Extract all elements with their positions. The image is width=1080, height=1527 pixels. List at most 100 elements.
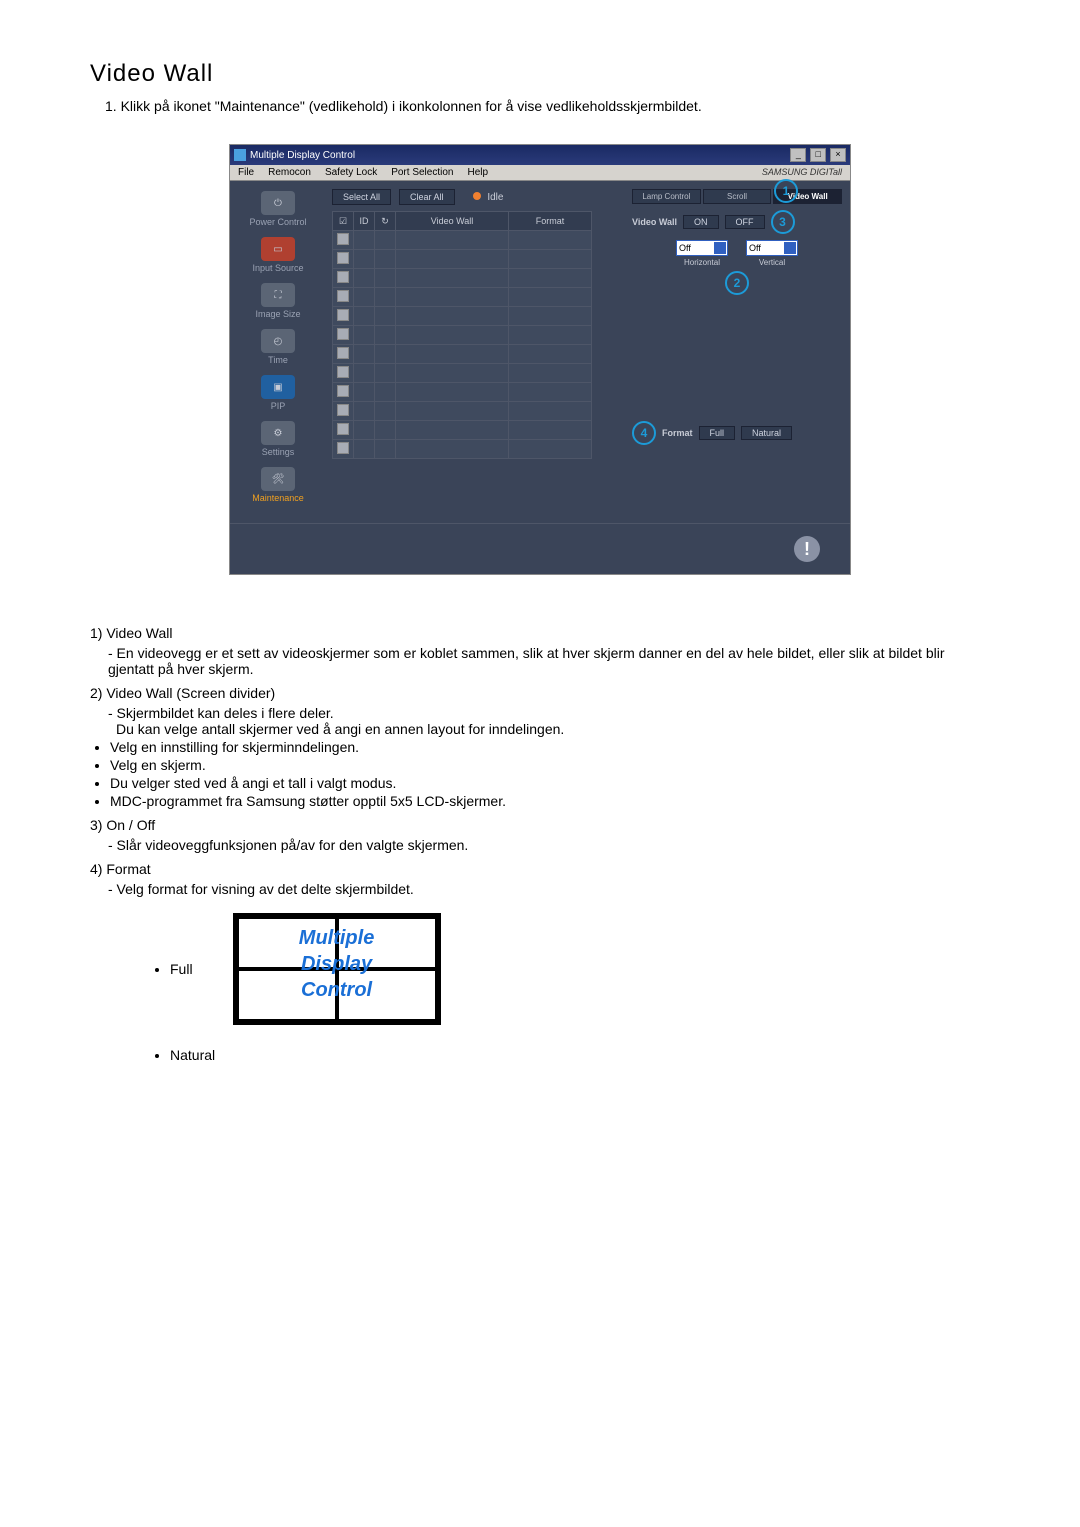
- callout-3: 3: [771, 210, 795, 234]
- close-button[interactable]: ×: [830, 148, 846, 162]
- sidebar-label-pip: PIP: [234, 401, 322, 411]
- s4-p1: - Velg format for visning av det delte s…: [108, 881, 990, 897]
- sidebar-label-power: Power Control: [234, 217, 322, 227]
- s2-b4: MDC-programmet fra Samsung støtter oppti…: [110, 793, 990, 809]
- col-videowall: Video Wall: [396, 212, 509, 231]
- sidebar-label-image: Image Size: [234, 309, 322, 319]
- table-row[interactable]: [333, 364, 592, 383]
- s1-p1: - En videovegg er et sett av videoskjerm…: [108, 645, 990, 677]
- s2-b3: Du velger sted ved å angi et tall i valg…: [110, 775, 990, 791]
- pip-icon: ▣: [261, 375, 295, 399]
- titlebar: Multiple Display Control _ □ ×: [230, 145, 850, 165]
- idle-dot-icon: [473, 192, 481, 200]
- s1-num: 1): [90, 625, 102, 641]
- table-row[interactable]: [333, 288, 592, 307]
- sidebar-label-input: Input Source: [234, 263, 322, 273]
- sidebar: ⏻ Power Control ▭ Input Source ⛶ Image S…: [230, 181, 326, 523]
- warning-icon: !: [794, 536, 820, 562]
- input-icon: ▭: [261, 237, 295, 261]
- s1-title: Video Wall: [106, 625, 172, 641]
- sidebar-item-power[interactable]: ⏻ Power Control: [234, 191, 322, 227]
- s3-num: 3): [90, 817, 102, 833]
- settings-icon: ⚙: [261, 421, 295, 445]
- idle-label: Idle: [487, 192, 503, 203]
- videowall-label: Video Wall: [632, 217, 677, 227]
- s4-title: Format: [106, 861, 150, 877]
- table-row[interactable]: [333, 250, 592, 269]
- select-all-button[interactable]: Select All: [332, 189, 391, 205]
- s2-p2: Du kan velge antall skjermer ved å angi …: [116, 721, 990, 737]
- status-bar: !: [230, 523, 850, 574]
- col-id: ID: [354, 212, 375, 231]
- menu-portselection[interactable]: Port Selection: [391, 167, 453, 178]
- horizontal-label: Horizontal: [676, 258, 728, 267]
- brand-label: SAMSUNG DIGITall: [762, 167, 842, 178]
- off-button[interactable]: OFF: [725, 215, 765, 229]
- col-refresh: ↻: [375, 212, 396, 231]
- format-full-label: Full: [170, 961, 193, 977]
- table-row[interactable]: [333, 326, 592, 345]
- intro-number: 1.: [105, 98, 117, 114]
- tab-lamp-control[interactable]: Lamp Control: [632, 189, 701, 204]
- tab-scroll[interactable]: Scroll: [703, 189, 772, 204]
- table-row[interactable]: [333, 440, 592, 459]
- s2-p1: - Skjermbildet kan deles i flere deler.: [108, 705, 990, 721]
- format-natural-label: Natural: [170, 1047, 215, 1063]
- sidebar-item-image[interactable]: ⛶ Image Size: [234, 283, 322, 319]
- sidebar-item-input[interactable]: ▭ Input Source: [234, 237, 322, 273]
- col-format: Format: [509, 212, 592, 231]
- callout-4: 4: [632, 421, 656, 445]
- intro-line: 1. Klikk på ikonet "Maintenance" (vedlik…: [105, 98, 1020, 114]
- full-button[interactable]: Full: [699, 426, 736, 440]
- table-row[interactable]: [333, 269, 592, 288]
- sidebar-item-time[interactable]: ◴ Time: [234, 329, 322, 365]
- app-window: Multiple Display Control _ □ × File Remo…: [229, 144, 851, 575]
- minimize-button[interactable]: _: [790, 148, 806, 162]
- center-panel: Select All Clear All Idle ☑ ID ↻ Video W…: [326, 181, 624, 523]
- s2-num: 2): [90, 685, 102, 701]
- right-panel: 1 Lamp Control Scroll Video Wall Video W…: [624, 181, 850, 523]
- callout-1: 1: [774, 179, 798, 203]
- clear-all-button[interactable]: Clear All: [399, 189, 455, 205]
- s3-p1: - Slår videoveggfunksjonen på/av for den…: [108, 837, 990, 853]
- on-button[interactable]: ON: [683, 215, 719, 229]
- menu-file[interactable]: File: [238, 167, 254, 178]
- imagesize-icon: ⛶: [261, 283, 295, 307]
- time-icon: ◴: [261, 329, 295, 353]
- menu-remocon[interactable]: Remocon: [268, 167, 311, 178]
- power-icon: ⏻: [261, 191, 295, 215]
- sidebar-item-settings[interactable]: ⚙ Settings: [234, 421, 322, 457]
- menu-safetylock[interactable]: Safety Lock: [325, 167, 377, 178]
- s2-b2: Velg en skjerm.: [110, 757, 990, 773]
- maximize-button[interactable]: □: [810, 148, 826, 162]
- callout-2: 2: [725, 271, 749, 295]
- table-row[interactable]: [333, 421, 592, 440]
- s2-b1: Velg en innstilling for skjerminndelinge…: [110, 739, 990, 755]
- menu-help[interactable]: Help: [467, 167, 488, 178]
- table-row[interactable]: [333, 345, 592, 364]
- table-row[interactable]: [333, 231, 592, 250]
- menubar: File Remocon Safety Lock Port Selection …: [230, 165, 850, 181]
- horizontal-dropdown[interactable]: Off: [676, 240, 728, 256]
- intro-text: Klikk på ikonet "Maintenance" (vedlikeho…: [121, 98, 702, 114]
- sidebar-item-maintenance[interactable]: 🛠 Maintenance: [234, 467, 322, 503]
- sidebar-item-pip[interactable]: ▣ PIP: [234, 375, 322, 411]
- vertical-label: Vertical: [746, 258, 798, 267]
- table-row[interactable]: [333, 383, 592, 402]
- sidebar-label-settings: Settings: [234, 447, 322, 457]
- col-check: ☑: [333, 212, 354, 231]
- titlebar-icon: [234, 149, 246, 161]
- idle-indicator: Idle: [473, 192, 504, 203]
- window-buttons[interactable]: _ □ ×: [789, 148, 846, 162]
- table-row[interactable]: [333, 307, 592, 326]
- s3-title: On / Off: [106, 817, 155, 833]
- vertical-dropdown[interactable]: Off: [746, 240, 798, 256]
- format-full-diagram: Multiple Display Control: [233, 913, 441, 1025]
- natural-button[interactable]: Natural: [741, 426, 792, 440]
- s4-num: 4): [90, 861, 102, 877]
- s2-title: Video Wall (Screen divider): [106, 685, 275, 701]
- page-title: Video Wall: [90, 60, 1020, 88]
- table-row[interactable]: [333, 402, 592, 421]
- format-label: Format: [662, 428, 693, 438]
- window-title: Multiple Display Control: [250, 150, 789, 161]
